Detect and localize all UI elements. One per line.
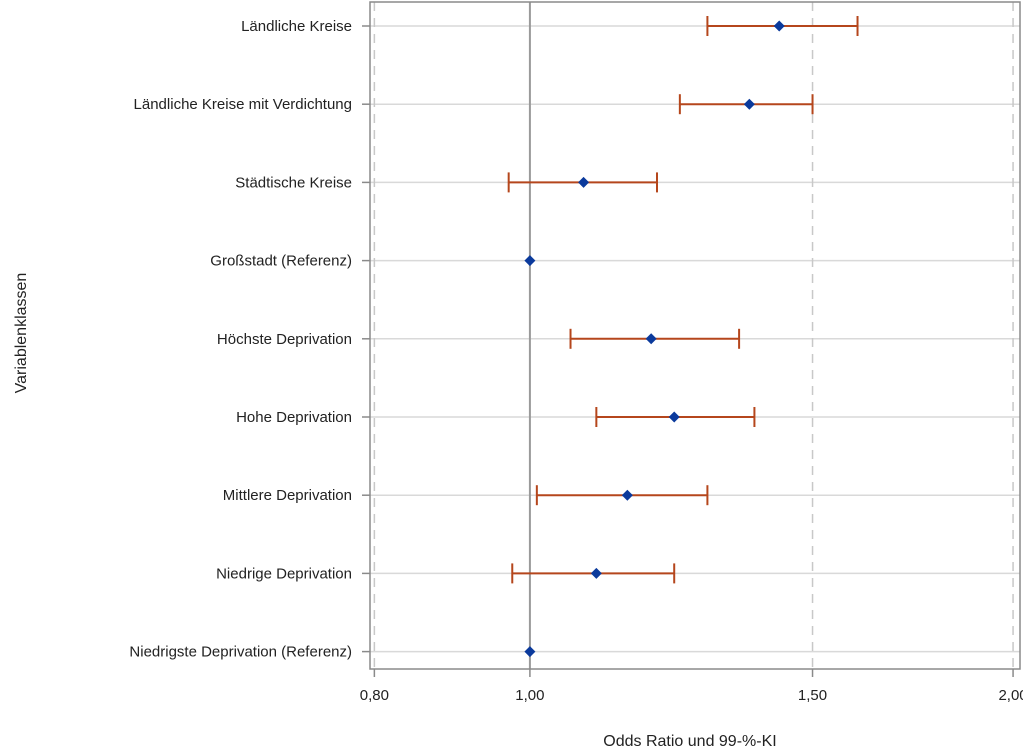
- category-label: Städtische Kreise: [235, 174, 352, 191]
- odds-ratio-point: [773, 20, 785, 32]
- odds-ratio-point: [590, 567, 602, 579]
- odds-ratio-point: [668, 411, 680, 423]
- category-label: Ländliche Kreise: [241, 18, 352, 35]
- plot-frame: [369, 1, 1021, 670]
- error-bars-layer: [507, 16, 859, 584]
- odds-ratio-point: [645, 333, 657, 345]
- points-layer: [524, 20, 785, 658]
- category-label: Niedrige Deprivation: [216, 565, 352, 582]
- odds-ratio-point: [743, 98, 755, 110]
- category-label: Hohe Deprivation: [236, 409, 352, 426]
- y-ticks: [362, 25, 370, 653]
- category-label: Ländliche Kreise mit Verdichtung: [134, 96, 352, 113]
- category-labels: Ländliche Kreise Ländliche Kreise mit Ver…: [129, 18, 352, 661]
- odds-ratio-point: [524, 646, 536, 658]
- x-axis-title: Odds Ratio und 99-%-KI: [603, 733, 776, 750]
- x-tick-label: 0,80: [360, 687, 389, 704]
- odds-ratio-point: [621, 489, 633, 501]
- grid-layer: [370, 2, 1020, 669]
- odds-ratio-point: [524, 255, 536, 267]
- category-label: Mittlere Deprivation: [223, 487, 352, 504]
- x-tick-label: 2,00: [998, 687, 1023, 704]
- category-label: Höchste Deprivation: [217, 331, 352, 348]
- x-ticks: 0,80 1,00 1,50 2,00: [360, 669, 1023, 704]
- odds-ratio-point: [578, 176, 590, 188]
- x-tick-label: 1,00: [515, 687, 544, 704]
- x-tick-label: 1,50: [798, 687, 827, 704]
- category-label: Großstadt (Referenz): [210, 253, 352, 270]
- y-axis-title: Variablenklassen: [13, 273, 30, 394]
- category-label: Niedrigste Deprivation (Referenz): [129, 644, 352, 661]
